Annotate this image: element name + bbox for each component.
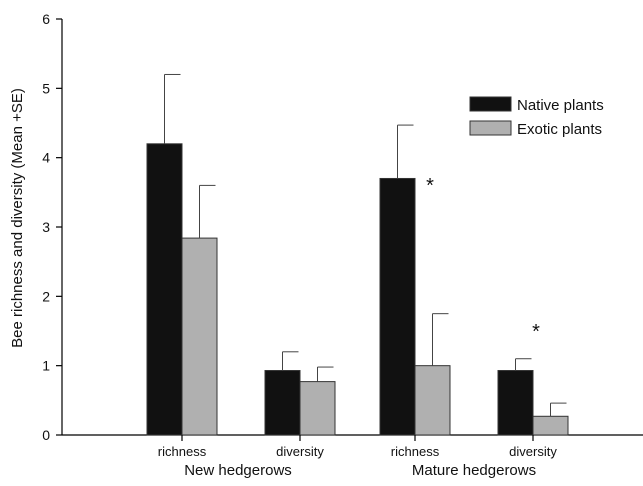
x-tick-label: diversity <box>276 444 324 459</box>
legend: Native plants Exotic plants <box>469 96 604 138</box>
y-tick-label: 4 <box>42 150 50 166</box>
y-axis-label: Bee richness and diversity (Mean +SE) <box>9 88 26 348</box>
bar <box>146 143 183 436</box>
y-tick-label: 1 <box>42 358 50 374</box>
legend-swatch <box>469 120 512 136</box>
bar <box>181 237 218 436</box>
bar <box>497 370 534 436</box>
y-tick-label: 3 <box>42 219 50 235</box>
significance-asterisk: * <box>426 175 434 197</box>
x-tick-label: richness <box>391 444 440 459</box>
bar <box>414 365 451 436</box>
y-tick-label: 6 <box>42 11 50 27</box>
significance-asterisk: * <box>532 321 540 343</box>
group-label: Mature hedgerows <box>412 462 536 479</box>
y-tick-label: 5 <box>42 80 50 96</box>
group-label: New hedgerows <box>184 462 292 479</box>
y-tick-label: 0 <box>42 427 50 443</box>
x-tick-label: richness <box>158 444 207 459</box>
x-tick-label: diversity <box>509 444 557 459</box>
bar <box>299 381 336 436</box>
legend-swatch <box>469 96 512 112</box>
plot-area: 0 1 2 3 4 5 6 richness diversity richness diversit… <box>42 11 643 479</box>
legend-label: Native plants <box>517 97 604 114</box>
y-tick-label: 2 <box>42 288 50 304</box>
bar <box>532 415 569 436</box>
bar <box>379 177 416 436</box>
legend-label: Exotic plants <box>517 121 602 138</box>
bar <box>264 370 301 436</box>
